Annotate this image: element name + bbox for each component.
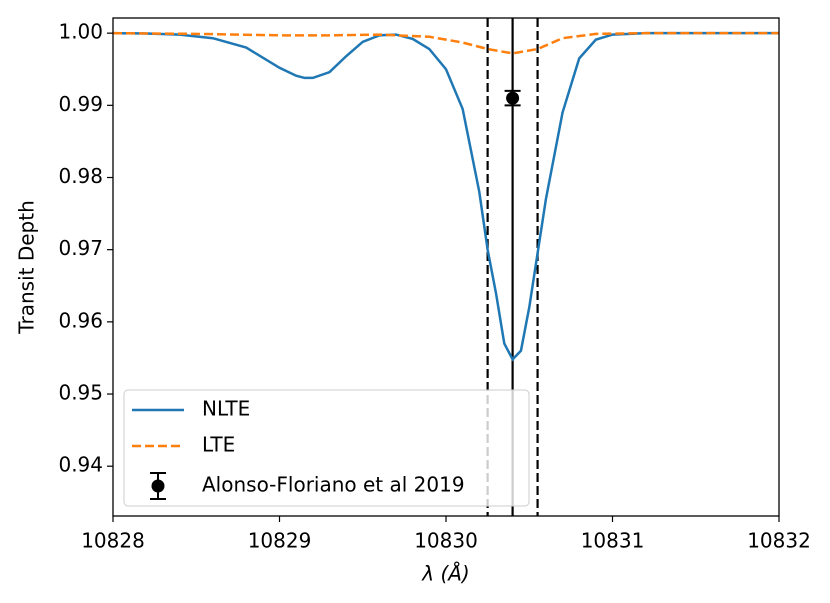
series-line (113, 31, 779, 55)
y-tick-label: 0.99 (58, 92, 103, 116)
y-tick-label: 0.95 (58, 381, 103, 405)
x-tick-label: 10832 (747, 529, 811, 553)
legend-label: NLTE (202, 397, 250, 421)
x-axis-label: λ (Å) (421, 562, 469, 586)
y-tick-label: 0.98 (58, 164, 103, 188)
legend-swatch (151, 479, 165, 493)
x-tick-label: 10830 (414, 529, 478, 553)
plot-frame (112, 17, 780, 517)
y-tick-label: 0.96 (58, 308, 103, 332)
x-tick-label: 10831 (581, 529, 645, 553)
legend-label: Alonso-Floriano et al 2019 (202, 473, 465, 497)
x-tick-label: 10829 (248, 529, 312, 553)
legend-box (123, 389, 530, 507)
data-point (506, 91, 520, 105)
y-tick-label: 0.94 (58, 453, 103, 477)
y-axis-label: Transit Depth (15, 200, 39, 335)
y-tick-label: 1.00 (58, 20, 103, 44)
y-tick-label: 0.97 (58, 236, 103, 260)
plot-area (113, 18, 779, 516)
legend-label: LTE (202, 433, 235, 457)
series-line (113, 31, 779, 362)
x-tick-label: 10828 (81, 529, 145, 553)
